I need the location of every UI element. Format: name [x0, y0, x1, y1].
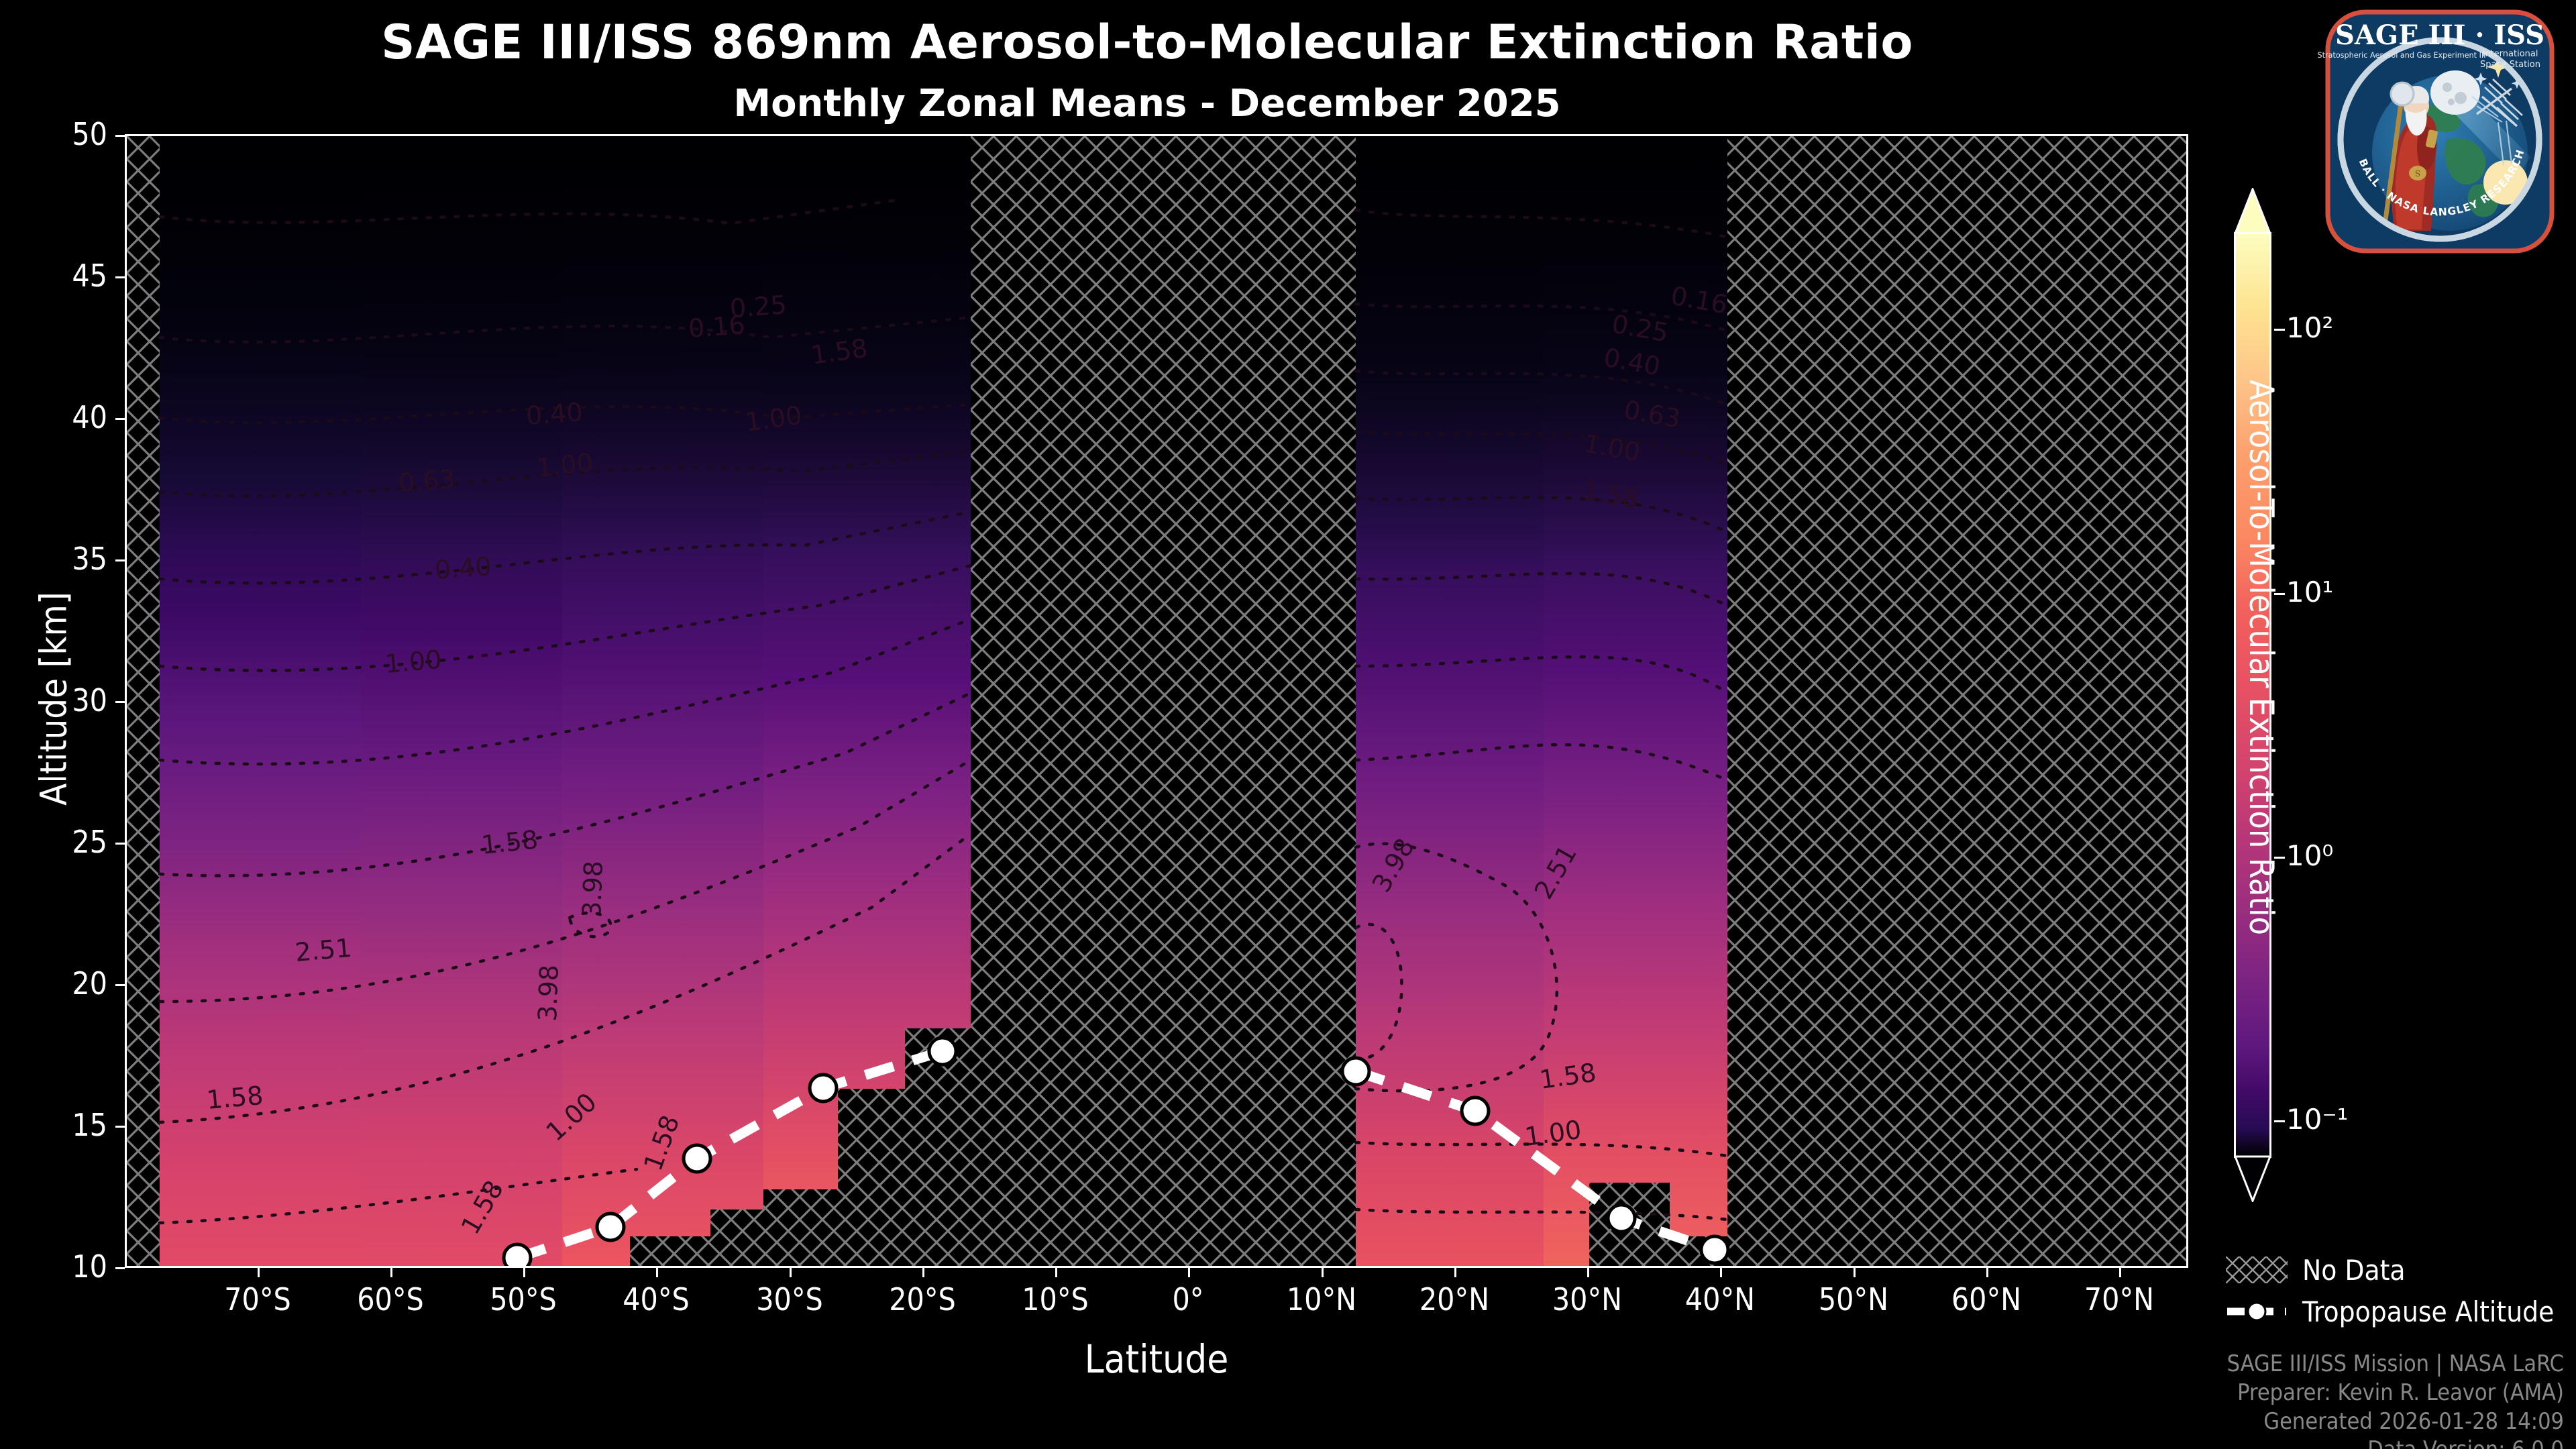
x-tick-label: 20°S	[889, 1281, 956, 1318]
footer-line-mission: SAGE III/ISS Mission | NASA LaRC	[2226, 1350, 2564, 1377]
contour-label: 3.98	[577, 860, 608, 918]
y-tick-label: 25	[72, 824, 107, 860]
tropopause-altitude-line	[502, 1036, 1730, 1266]
colorbar-tick-label: 10⁰	[2286, 839, 2334, 872]
x-tick-label: 70°N	[2084, 1281, 2155, 1318]
page-subtitle: Monthly Zonal Means - December 2025	[733, 82, 1561, 125]
x-tick-label: 40°S	[623, 1281, 690, 1318]
footer-line-generated: Generated 2026-01-28 14:09	[2263, 1407, 2564, 1435]
y-tick-label: 40	[72, 399, 107, 435]
tropopause-marker	[927, 1036, 958, 1067]
tropopause-marker	[808, 1073, 839, 1104]
contour-label: 0.63	[398, 464, 456, 498]
contour-label: 3.98	[533, 964, 564, 1022]
tropopause-marker	[1460, 1095, 1491, 1126]
contour-lines-layer: 0.16 0.25 0.40 0.63 0.40 1.00 1.00 1.58 …	[158, 198, 1729, 1240]
contour-label: 1.58	[480, 824, 539, 860]
x-axis-label: Latitude	[1084, 1336, 1229, 1382]
legend-item-tropopause: Tropopause Altitude	[2226, 1291, 2568, 1332]
x-tick-label: 50°N	[1818, 1281, 1889, 1318]
tropopause-marker	[1606, 1203, 1637, 1234]
x-tick-label: 20°N	[1419, 1281, 1490, 1318]
colorbar-tick-label: 10⁻¹	[2286, 1103, 2349, 1136]
colorbar-gradient	[2234, 232, 2271, 1158]
contour-label: 0.16	[688, 310, 746, 343]
y-axis-label: Altitude [km]	[32, 592, 75, 806]
logo-subtitle-sage: Stratospheric Aerosol and Gas Experiment…	[2318, 51, 2486, 60]
svg-text:S: S	[2415, 169, 2420, 178]
colorbar: 10² 10¹ 10⁰ 10⁻¹	[2234, 188, 2348, 1202]
tropopause-marker	[1340, 1056, 1371, 1087]
tropopause-marker	[682, 1143, 712, 1174]
heatmap-plot-area: 0.16 0.25 0.40 0.63 0.40 1.00 1.00 1.58 …	[125, 134, 2188, 1268]
contour-label: 2.51	[294, 933, 353, 967]
contour-label: 0.40	[525, 397, 584, 431]
x-tick-label: 0°	[1172, 1281, 1204, 1318]
y-tick-label: 20	[72, 965, 107, 1002]
contour-label: 1.00	[384, 645, 443, 679]
contour-label: 1.00	[535, 447, 594, 483]
sage-iii-iss-mission-patch-logo: S BALL · NASA LANGLEY RESEARCH CENTER · …	[2318, 9, 2555, 254]
legend-item-no-data: No Data	[2226, 1249, 2568, 1291]
colorbar-extend-max-arrow	[2234, 188, 2271, 235]
tropopause-marker	[502, 1242, 533, 1266]
x-tick-label: 10°S	[1022, 1281, 1089, 1318]
colorbar-label: Aerosol-To-Molecular Extinction Ratio	[2242, 379, 2281, 935]
logo-title: SAGE III · ISS	[2335, 19, 2544, 51]
tropopause-marker	[1699, 1234, 1730, 1265]
x-tick-label: 30°N	[1552, 1281, 1623, 1318]
y-tick-label: 50	[72, 116, 107, 152]
contour-label: 1.58	[205, 1081, 264, 1115]
y-tick-label: 35	[72, 541, 107, 577]
contour-label: 0.25	[729, 290, 788, 323]
footer-line-data-version: Data Version: 6.0.0	[1960, 1436, 2564, 1449]
page-title: SAGE III/ISS 869nm Aerosol-to-Molecular …	[381, 15, 1913, 70]
nh-swath	[1356, 136, 1727, 1266]
colorbar-tick-label: 10¹	[2286, 576, 2334, 608]
footer-credits: SAGE III/ISS Mission | NASA LaRC Prepare…	[1960, 1350, 2564, 1449]
logo-subtitle-iss-2: Space Station	[2480, 60, 2540, 70]
x-tick-label: 40°N	[1684, 1281, 1756, 1318]
y-tick-label: 45	[72, 258, 107, 294]
tropopause-marker	[595, 1212, 626, 1242]
y-tick-label: 30	[72, 682, 107, 718]
y-tick-label: 10	[72, 1248, 107, 1285]
legend-label-no-data: No Data	[2302, 1253, 2406, 1287]
colorbar-extend-min-arrow	[2234, 1155, 2271, 1202]
contour-label: 0.40	[434, 551, 492, 585]
legend: No Data Tropopause Altitude	[2226, 1249, 2568, 1332]
legend-label-tropopause: Tropopause Altitude	[2302, 1295, 2555, 1328]
colorbar-tick-label: 10²	[2286, 311, 2334, 344]
x-tick-label: 70°S	[224, 1281, 291, 1318]
x-tick-label: 30°S	[756, 1281, 823, 1318]
x-tick-label: 10°N	[1286, 1281, 1357, 1318]
logo-subtitle-iss-1: International	[2483, 49, 2538, 59]
x-tick-label: 50°S	[490, 1281, 557, 1318]
y-tick-label: 15	[72, 1107, 107, 1143]
footer-line-preparer: Preparer: Kevin R. Leavor (AMA)	[2237, 1379, 2564, 1406]
hatch-swatch-icon	[2226, 1256, 2288, 1283]
dashed-line-marker-icon	[2226, 1298, 2288, 1325]
x-tick-label: 60°N	[1951, 1281, 2022, 1318]
x-tick-label: 60°S	[357, 1281, 424, 1318]
